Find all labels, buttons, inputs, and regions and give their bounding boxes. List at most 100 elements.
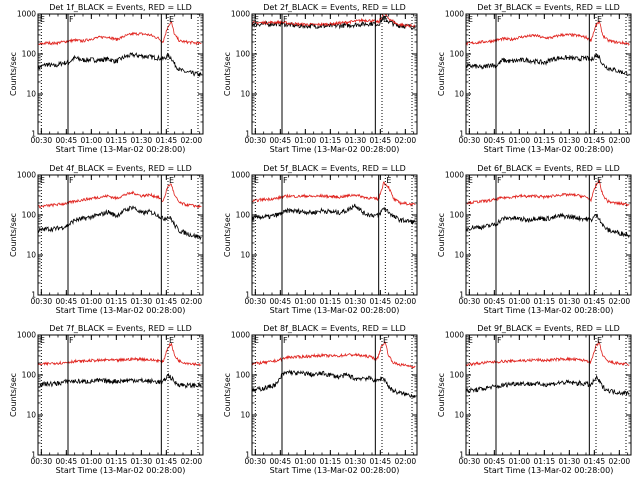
x-axis-label: Start Time (13-Mar-02 00:28:00) [484,466,614,475]
x-tick-label: 01:45 [156,457,178,466]
y-tick-label: 100 [450,50,465,59]
x-tick-label: 00:30 [245,457,267,466]
y-tick-label: 1000 [231,331,250,340]
marker-label-e-left: E [254,336,259,345]
x-tick-label: 00:30 [31,297,53,306]
lld-series-line [466,19,630,47]
x-tick-label: 01:45 [370,297,392,306]
marker-label-e-left: E [40,176,45,185]
panel-title: Det 5f_BLACK = Events, RED = LLD [263,164,406,173]
x-tick-label: 00:45 [484,457,506,466]
x-tick-label: 00:45 [484,297,506,306]
lld-series-line [38,183,202,209]
y-tick-label: 100 [236,371,251,380]
lld-series-line [252,181,416,208]
y-tick-label: 100 [22,211,37,220]
x-tick-label: 00:30 [459,136,481,145]
marker-label-f: F [497,336,502,345]
marker-label-e-right: E [597,336,602,345]
x-tick-label: 01:30 [559,136,581,145]
lld-series-line [38,341,202,367]
x-tick-label: 02:00 [181,457,203,466]
x-tick-label: 01:00 [295,136,317,145]
events-series-line [38,52,202,77]
detector-panel-2: Det 2f_BLACK = Events, RED = LLD E F E 1 10 10… [223,3,418,154]
detector-panel-7: Det 7f_BLACK = Events, RED = LLD E F E 1 10 10… [9,324,204,475]
events-series-line [252,15,416,30]
y-tick-label: 10 [26,411,36,420]
marker-label-e-left: E [40,15,45,24]
y-axis-label: Counts/sec [9,52,18,96]
panel-title: Det 3f_BLACK = Events, RED = LLD [477,3,620,12]
y-tick-label: 100 [450,211,465,220]
marker-label-e-left: E [468,15,473,24]
y-tick-label: 1000 [231,10,250,19]
y-tick-label: 1 [31,130,36,139]
x-tick-label: 01:45 [370,457,392,466]
x-tick-label: 02:00 [395,297,417,306]
y-tick-label: 1 [245,130,250,139]
y-axis-label: Counts/sec [437,52,446,96]
x-tick-label: 02:00 [395,136,417,145]
x-tick-label: 01:00 [81,297,103,306]
x-axis-label: Start Time (13-Mar-02 00:28:00) [270,145,400,154]
marker-label-e-right: E [383,15,388,24]
x-tick-label: 01:30 [559,457,581,466]
x-tick-label: 01:00 [509,457,531,466]
x-axis-label: Start Time (13-Mar-02 00:28:00) [56,306,186,315]
x-tick-label: 02:00 [609,457,631,466]
lld-series-line [466,340,630,367]
x-tick-label: 01:30 [345,457,367,466]
x-tick-label: 01:30 [131,136,153,145]
marker-label-e-right: E [169,176,174,185]
y-tick-label: 10 [240,251,250,260]
detector-panel-5: Det 5f_BLACK = Events, RED = LLD E F E 1 10 10… [223,164,418,315]
x-tick-label: 01:45 [370,136,392,145]
lld-series-line [466,179,630,207]
y-axis-label: Counts/sec [223,373,232,417]
x-tick-label: 01:45 [584,457,606,466]
events-series-line [252,369,416,399]
events-series-line [466,374,630,397]
y-tick-label: 10 [454,251,464,260]
x-tick-label: 01:00 [81,136,103,145]
panel-title: Det 8f_BLACK = Events, RED = LLD [263,324,406,333]
marker-label-f: F [69,336,74,345]
x-tick-label: 00:45 [56,297,78,306]
y-tick-label: 1000 [17,331,36,340]
plot-frame [251,13,418,135]
x-axis-label: Start Time (13-Mar-02 00:28:00) [484,145,614,154]
events-series-line [38,205,202,241]
y-tick-label: 1 [459,291,464,300]
panel-title: Det 9f_BLACK = Events, RED = LLD [477,324,620,333]
x-tick-label: 01:30 [131,457,153,466]
y-tick-label: 10 [26,90,36,99]
x-tick-label: 01:15 [320,457,342,466]
x-tick-label: 00:30 [31,457,53,466]
x-axis-label: Start Time (13-Mar-02 00:28:00) [270,306,400,315]
x-tick-label: 01:00 [295,457,317,466]
detector-panel-1: Det 1f_BLACK = Events, RED = LLD E F E 1 10 10… [9,3,204,154]
detector-panel-3: Det 3f_BLACK = Events, RED = LLD E F E 1 10 10… [437,3,632,154]
x-tick-label: 01:45 [584,297,606,306]
events-series-line [466,212,630,239]
y-tick-label: 1 [31,291,36,300]
x-tick-label: 01:15 [534,457,556,466]
panel-title: Det 2f_BLACK = Events, RED = LLD [263,3,406,12]
lld-series-line [252,14,416,28]
x-tick-label: 01:45 [156,136,178,145]
marker-label-e-left: E [468,176,473,185]
x-tick-label: 00:45 [270,457,292,466]
x-tick-label: 01:15 [106,457,128,466]
x-tick-label: 02:00 [181,297,203,306]
y-tick-label: 10 [240,90,250,99]
events-series-line [38,372,202,389]
y-tick-label: 1000 [17,171,36,180]
x-tick-label: 01:15 [106,136,128,145]
panel-title: Det 6f_BLACK = Events, RED = LLD [477,164,620,173]
plot-frame [251,334,418,456]
events-series-line [466,53,630,77]
x-tick-label: 01:15 [106,297,128,306]
y-tick-label: 1000 [445,10,464,19]
marker-label-e-right: E [383,336,388,345]
